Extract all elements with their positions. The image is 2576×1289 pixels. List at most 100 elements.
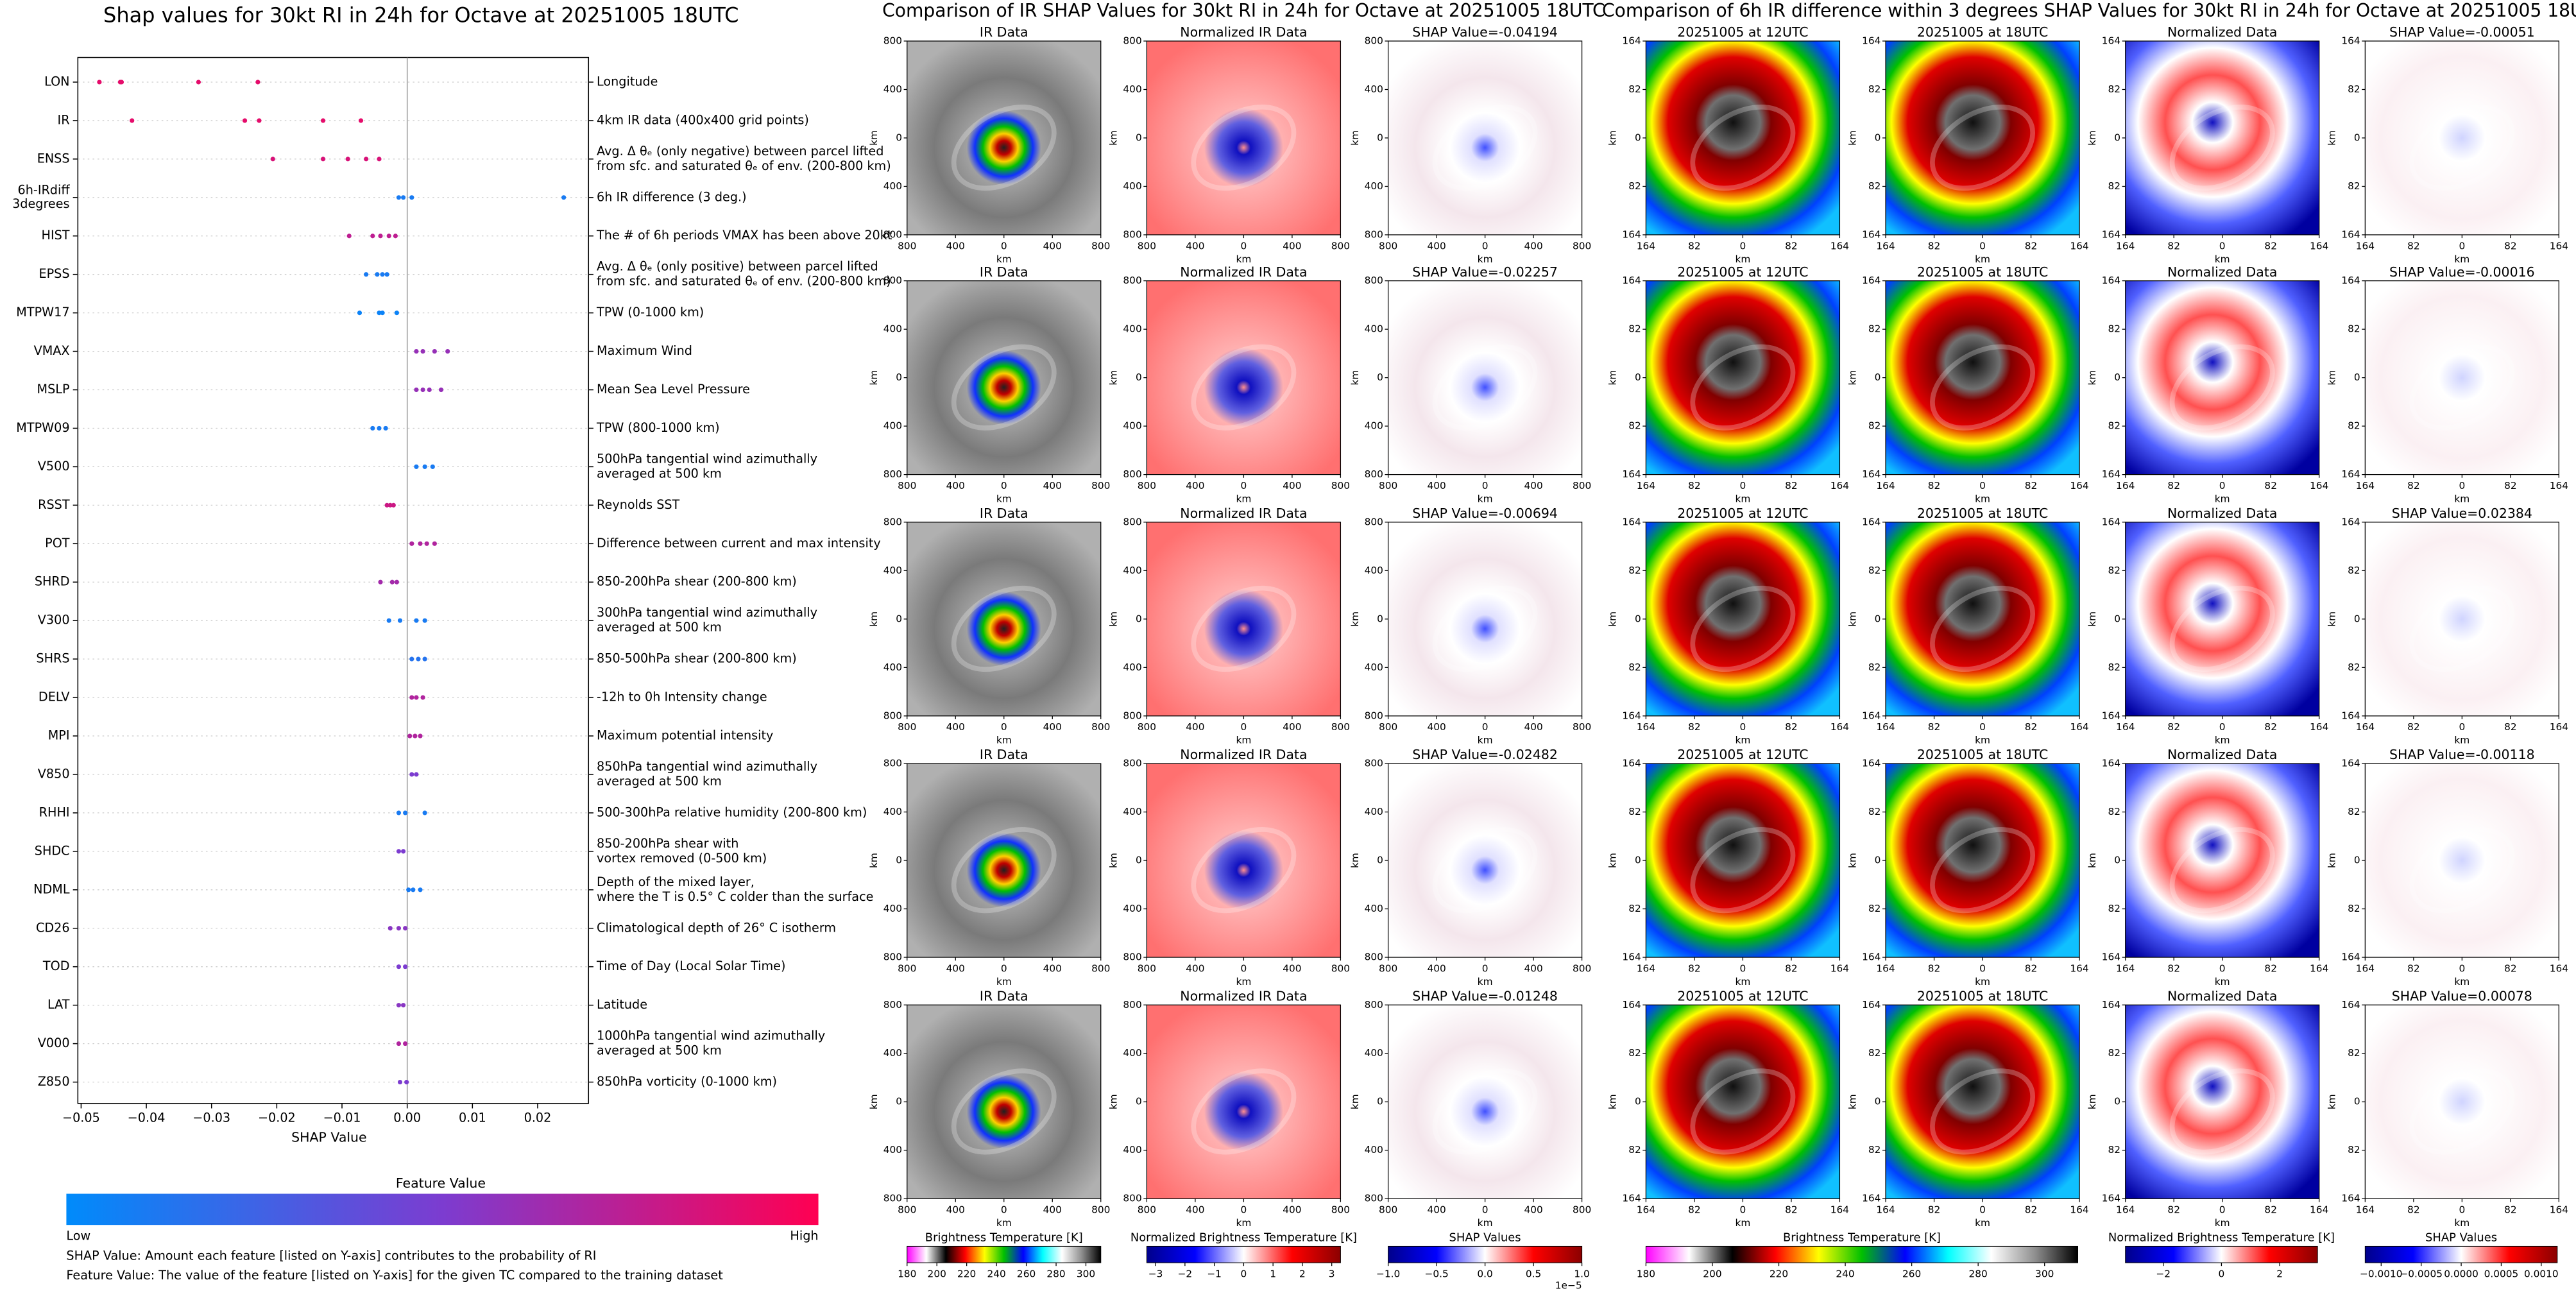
y-tick-label: 164 [2102, 468, 2120, 480]
x-tick-label: 164 [1637, 1204, 1655, 1216]
shap-point [432, 348, 437, 354]
x-tick-label: 82 [1688, 1204, 1701, 1216]
shap-point [414, 695, 419, 700]
shap-point [397, 618, 403, 623]
y-tick-label: 800 [1123, 35, 1141, 46]
y-tick-label: 400 [1123, 1144, 1141, 1156]
shap-point [416, 656, 421, 662]
y-axis-label: km [1847, 853, 1858, 868]
x-tick-label: 82 [2264, 721, 2277, 733]
feature-description: Mean Sea Level Pressure [597, 382, 750, 397]
y-tick-label: 0 [1136, 1096, 1142, 1107]
image [1646, 40, 1840, 235]
x-tick-label: 800 [1331, 721, 1350, 733]
panel-title: SHAP Value=-0.00016 [2389, 264, 2535, 280]
x-tick-label: 0 [1740, 1204, 1746, 1216]
colorbar-tick-label: 0.0005 [2484, 1268, 2519, 1279]
y-tick-label: 82 [2108, 1047, 2121, 1059]
x-tick-label: 800 [1573, 480, 1591, 491]
colorbar-tick-label: 220 [957, 1268, 976, 1279]
feature-description: Depth of the mixed layer, [597, 875, 755, 889]
y-tick-label: 800 [1123, 710, 1141, 721]
y-tick-label: 400 [1123, 806, 1141, 817]
colorbar-tick-label: 0.5 [1526, 1268, 1541, 1279]
panel-title: 20251005 at 18UTC [1917, 747, 2048, 762]
y-tick-label: 400 [1365, 662, 1383, 673]
y-axis-label: km [1349, 1094, 1361, 1109]
feature-description: 850-500hPa shear (200-800 km) [597, 651, 797, 666]
colorbar-tick-label: 180 [1637, 1268, 1655, 1279]
x-tick-label: 164 [2356, 480, 2375, 491]
colorbar-tick-label: 0.0010 [2524, 1268, 2559, 1279]
y-tick-label: 82 [2108, 420, 2121, 432]
x-axis-label: km [996, 493, 1012, 505]
shap-point [414, 387, 419, 393]
x-tick-label: 800 [1379, 240, 1397, 252]
y-tick-label: 164 [2102, 1193, 2120, 1204]
y-tick-label: 800 [883, 710, 902, 721]
x-tick-label: 164 [2550, 721, 2568, 733]
x-tick-label: 800 [898, 721, 916, 733]
y-tick-label: 164 [1622, 710, 1641, 721]
x-tick-label: 164 [2356, 240, 2375, 252]
x-tick-label: 400 [1283, 1204, 1301, 1216]
colorbar-tick-label: 180 [898, 1268, 916, 1279]
y-tick-label: NDML [33, 882, 70, 896]
x-tick-label: 82 [1928, 240, 1941, 252]
x-tick-label: 0 [2219, 721, 2226, 733]
y-axis-label: km [2086, 853, 2098, 868]
x-tick-label: 800 [898, 480, 916, 491]
y-tick-label: 400 [883, 1047, 902, 1059]
x-tick-label: 0 [1482, 480, 1488, 491]
x-tick-label: 800 [1331, 480, 1350, 491]
image-feature [1191, 104, 1297, 191]
y-tick-label: 800 [1123, 516, 1141, 527]
feature-description: TPW (0-1000 km) [596, 305, 704, 320]
x-axis-label: km [1975, 493, 1990, 505]
shap-point [389, 579, 395, 585]
image [1886, 764, 2080, 958]
shap-point [404, 1079, 409, 1085]
y-tick-label: 82 [1628, 180, 1641, 192]
y-axis-label: km [1349, 611, 1361, 627]
y-tick-label: 82 [2348, 1144, 2360, 1156]
y-tick-label: V000 [38, 1036, 70, 1050]
x-tick-label: 164 [2070, 240, 2088, 252]
x-tick-label: 82 [2167, 480, 2180, 491]
x-tick-label: 82 [1928, 962, 1941, 974]
y-tick-label: 800 [883, 999, 902, 1011]
colorbar-tick-label: 280 [1969, 1268, 1988, 1279]
x-tick-label: 82 [2167, 240, 2180, 252]
feature-description: averaged at 500 km [597, 1043, 722, 1058]
y-tick-label: 82 [2108, 323, 2121, 335]
shap-point [432, 541, 437, 546]
x-axis-label: km [1478, 976, 1493, 987]
x-tick-label: 82 [2025, 1204, 2038, 1216]
shap-point [403, 810, 408, 815]
image [907, 1005, 1101, 1199]
x-tick-label: 82 [1688, 480, 1701, 491]
panel-title: IR Data [980, 988, 1028, 1003]
image [1646, 522, 1840, 716]
colorbar-tick-label: 3 [1329, 1268, 1335, 1279]
shap-point [420, 348, 425, 354]
y-tick-label: 800 [883, 468, 902, 480]
x-tick-label: 400 [1043, 721, 1062, 733]
feature-description: from sfc. and saturated θₑ of env. (200-… [597, 274, 891, 289]
image-feature [951, 1068, 1057, 1155]
y-tick-label: 82 [1868, 180, 1881, 192]
shap-point [418, 887, 423, 892]
x-tick-label: 164 [1637, 480, 1655, 491]
shap-point [97, 80, 102, 85]
y-tick-label: LAT [47, 997, 70, 1012]
y-tick-label: 800 [1365, 228, 1383, 240]
shap-point [257, 118, 262, 123]
panel-title: 20251005 at 12UTC [1677, 506, 1808, 521]
feature-description: Difference between current and max inten… [597, 536, 881, 551]
shap-point [414, 772, 419, 777]
shap-point [320, 157, 326, 162]
x-tick-label: −0.04 [128, 1110, 166, 1125]
y-tick-label: 82 [2348, 83, 2360, 95]
x-tick-label: 164 [2310, 962, 2328, 974]
